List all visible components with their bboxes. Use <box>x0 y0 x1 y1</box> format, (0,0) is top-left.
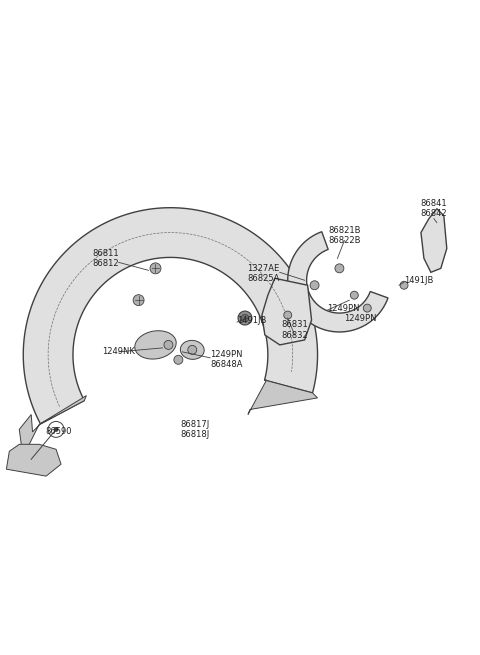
Polygon shape <box>6 444 61 476</box>
Text: 1249PN: 1249PN <box>210 350 243 360</box>
Circle shape <box>133 295 144 306</box>
Text: 86811
86812: 86811 86812 <box>93 249 119 268</box>
Circle shape <box>164 341 173 349</box>
Circle shape <box>174 356 183 364</box>
Circle shape <box>48 421 64 438</box>
Circle shape <box>150 263 161 274</box>
Text: 1249PN: 1249PN <box>327 304 360 312</box>
Text: 1491JB: 1491JB <box>237 316 266 324</box>
Text: 86841
86842: 86841 86842 <box>420 199 447 218</box>
Circle shape <box>400 281 408 290</box>
Text: 86831
86832: 86831 86832 <box>281 320 308 340</box>
Text: 86821B
86822B: 86821B 86822B <box>328 226 360 245</box>
Circle shape <box>188 345 197 354</box>
Text: 86590: 86590 <box>46 427 72 436</box>
Text: 86848A: 86848A <box>210 360 243 369</box>
Polygon shape <box>248 380 317 415</box>
Circle shape <box>241 314 249 322</box>
Text: 1249PN: 1249PN <box>344 314 377 322</box>
Circle shape <box>238 311 252 325</box>
Circle shape <box>284 311 292 319</box>
Text: 1491JB: 1491JB <box>404 276 433 285</box>
Text: 1249NK: 1249NK <box>102 347 135 356</box>
Polygon shape <box>421 209 447 272</box>
Polygon shape <box>262 278 312 345</box>
Text: 1327AE: 1327AE <box>248 264 280 273</box>
Circle shape <box>363 304 371 312</box>
Ellipse shape <box>135 331 176 359</box>
Circle shape <box>310 281 319 290</box>
Text: 86825A: 86825A <box>247 274 280 283</box>
Circle shape <box>350 291 358 299</box>
Polygon shape <box>23 208 318 424</box>
Text: 86817J
86818J: 86817J 86818J <box>180 420 210 439</box>
Circle shape <box>335 264 344 273</box>
Ellipse shape <box>180 341 204 360</box>
Circle shape <box>54 427 59 432</box>
Polygon shape <box>288 232 388 332</box>
Polygon shape <box>19 396 86 449</box>
